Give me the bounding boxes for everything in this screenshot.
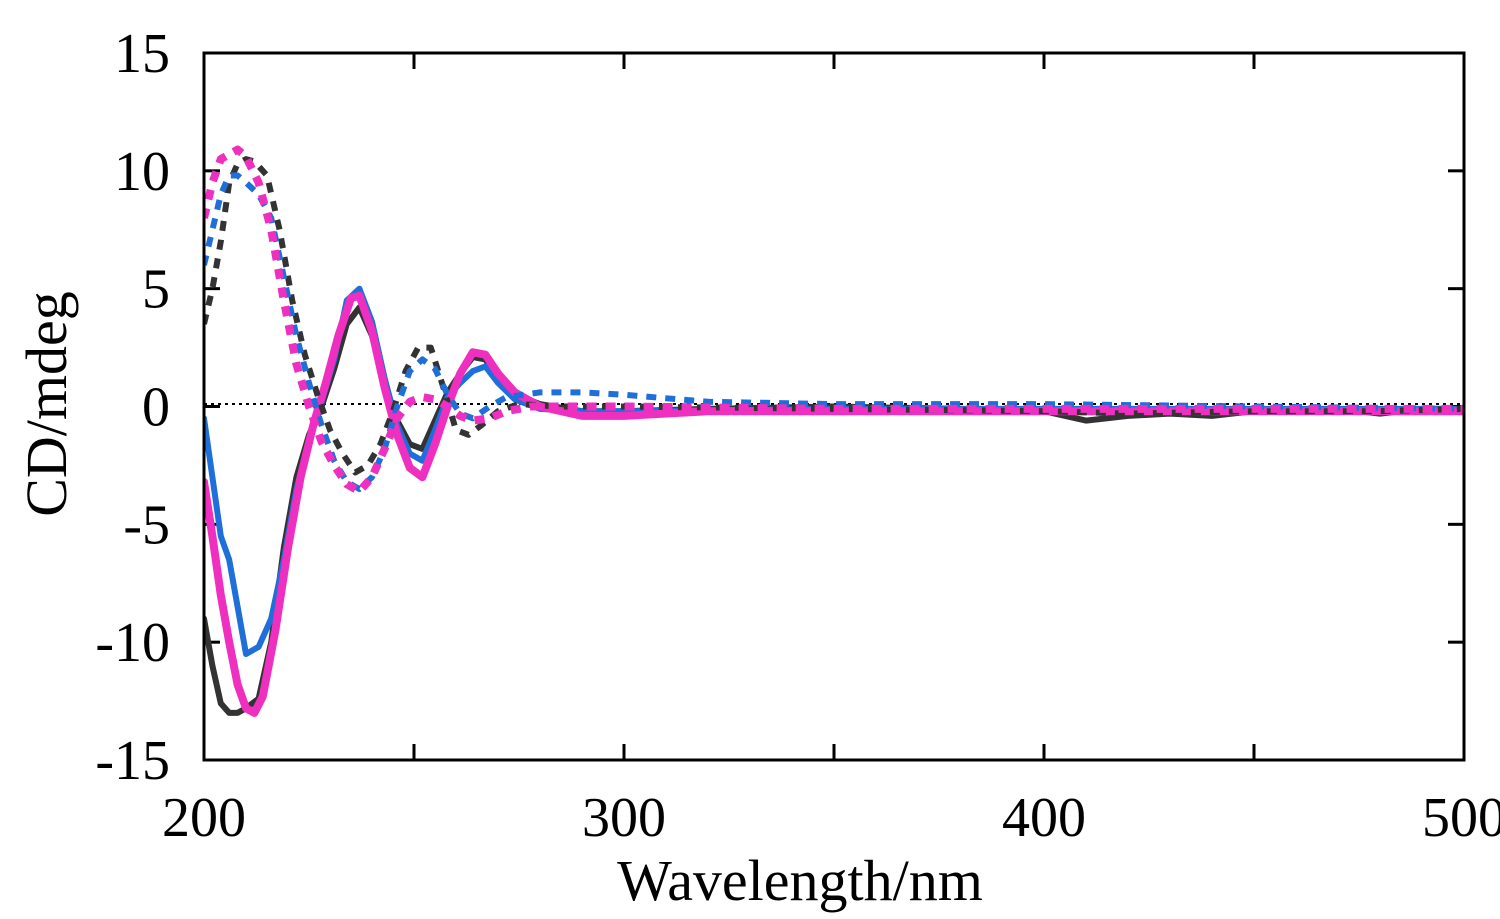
y-tick-label: -5: [123, 494, 170, 556]
x-axis-label: Wavelength/nm: [617, 848, 983, 913]
plot-frame: [202, 51, 1466, 762]
y-tick-label: 0: [142, 377, 170, 439]
y-tick-label: 5: [142, 259, 170, 321]
series-line-5: [204, 172, 1464, 492]
series-line-3: [204, 291, 1464, 717]
y-tick-label: 10: [114, 141, 170, 203]
y-axis-label: CD/mdeg: [14, 291, 79, 517]
x-tick-label: 300: [582, 787, 666, 849]
x-tick-label: 500: [1422, 787, 1500, 849]
y-tick-label: 15: [114, 23, 170, 85]
series-line-6: [204, 145, 1464, 496]
series-lines: [204, 145, 1464, 717]
y-tick-label: -15: [95, 730, 170, 792]
x-tick-label: 200: [162, 787, 246, 849]
y-tick-label: -10: [95, 612, 170, 674]
x-tick-label: 400: [1002, 787, 1086, 849]
